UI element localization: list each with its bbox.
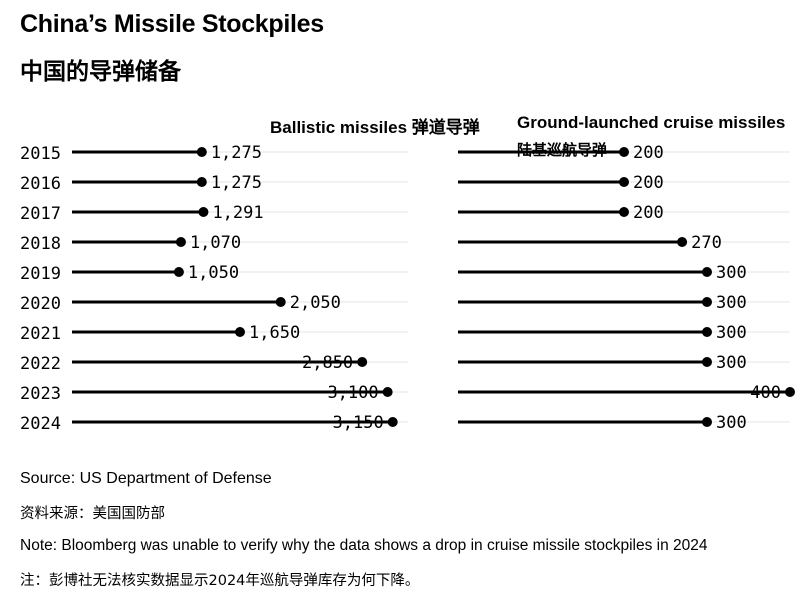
cruise-dot-2023 xyxy=(785,387,795,397)
ballistic-value-label-2017: 1,291 xyxy=(212,203,263,223)
source-note: Source: US Department of Defense xyxy=(20,470,272,487)
ballistic-dot-2020 xyxy=(275,297,286,307)
ballistic-dot-2018 xyxy=(175,237,186,247)
ballistic-value-label-2015: 1,275 xyxy=(211,143,262,163)
ballistic-value-label-2024: 3,150 xyxy=(333,413,384,433)
cruise-dot-2022 xyxy=(702,357,712,367)
cruise-dot-2016 xyxy=(619,177,629,187)
ballistic-value-label-2019: 1,050 xyxy=(188,263,239,283)
cruise-value-label-2020: 300 xyxy=(716,293,747,313)
year-label-2022: 2022 xyxy=(20,354,61,374)
cruise-panel-title: Ground-launched cruise missiles 陆基巡航导弹 xyxy=(517,113,785,160)
cruise-value-label-2017: 200 xyxy=(633,203,664,223)
year-label-2023: 2023 xyxy=(20,384,61,404)
ballistic-value-label-2023: 3,100 xyxy=(327,383,378,403)
ballistic-dot-2016 xyxy=(196,177,207,187)
cruise-dot-2020 xyxy=(702,297,712,307)
cruise-value-label-2022: 300 xyxy=(716,353,747,373)
ballistic-value-label-2018: 1,070 xyxy=(190,233,241,253)
year-label-2015: 2015 xyxy=(20,144,61,164)
cruise-dot-2021 xyxy=(702,327,712,337)
cruise-value-label-2018: 270 xyxy=(691,233,722,253)
cruise-value-label-2023: 400 xyxy=(750,383,781,403)
year-label-2021: 2021 xyxy=(20,324,61,344)
lollipop-chart: 2015 1,275 200 2016 1,275 200 2017 1,291 200 2018… xyxy=(20,143,795,434)
cruise-dot-2015 xyxy=(619,147,629,157)
ballistic-dot-2024 xyxy=(387,417,398,427)
cruise-panel-title-cn: 陆基巡航导弹 xyxy=(517,141,608,159)
ballistic-dot-2021 xyxy=(235,327,245,337)
year-label-2018: 2018 xyxy=(20,234,61,254)
cruise-dot-2019 xyxy=(702,267,712,277)
cruise-value-label-2015: 200 xyxy=(633,143,664,163)
chart-title: China’s Missile Stockpiles xyxy=(20,10,324,38)
ballistic-panel-title: Ballistic missiles 弹道导弹 xyxy=(270,118,480,137)
cruise-value-label-2024: 300 xyxy=(716,413,747,433)
cruise-dot-2018 xyxy=(677,237,688,247)
chart-subtitle: 中国的导弹储备 xyxy=(20,59,181,85)
cruise-dot-2024 xyxy=(702,417,712,427)
ballistic-dot-2022 xyxy=(357,357,368,367)
source-note-cn: 资料来源：美国国防部 xyxy=(20,506,165,522)
ballistic-value-label-2021: 1,650 xyxy=(249,323,300,343)
year-label-2020: 2020 xyxy=(20,294,61,314)
footnote-cn: 注：彭博社无法核实数据显示2024年巡航导弹库存为何下降。 xyxy=(20,573,420,589)
year-label-2016: 2016 xyxy=(20,174,61,194)
ballistic-dot-2023 xyxy=(382,387,393,397)
cruise-value-label-2019: 300 xyxy=(716,263,747,283)
footnote: Note: Bloomberg was unable to verify why… xyxy=(20,537,708,554)
ballistic-value-label-2022: 2,850 xyxy=(302,353,353,373)
ballistic-dot-2019 xyxy=(173,267,184,277)
year-label-2017: 2017 xyxy=(20,204,61,224)
ballistic-dot-2017 xyxy=(198,207,209,217)
ballistic-dot-2015 xyxy=(196,147,207,157)
ballistic-value-label-2020: 2,050 xyxy=(290,293,341,313)
cruise-value-label-2016: 200 xyxy=(633,173,664,193)
ballistic-value-label-2016: 1,275 xyxy=(211,173,262,193)
year-label-2019: 2019 xyxy=(20,264,61,284)
cruise-dot-2017 xyxy=(619,207,629,217)
year-label-2024: 2024 xyxy=(20,414,61,434)
cruise-panel-title-en: Ground-launched cruise missiles xyxy=(517,113,786,132)
cruise-value-label-2021: 300 xyxy=(716,323,747,343)
